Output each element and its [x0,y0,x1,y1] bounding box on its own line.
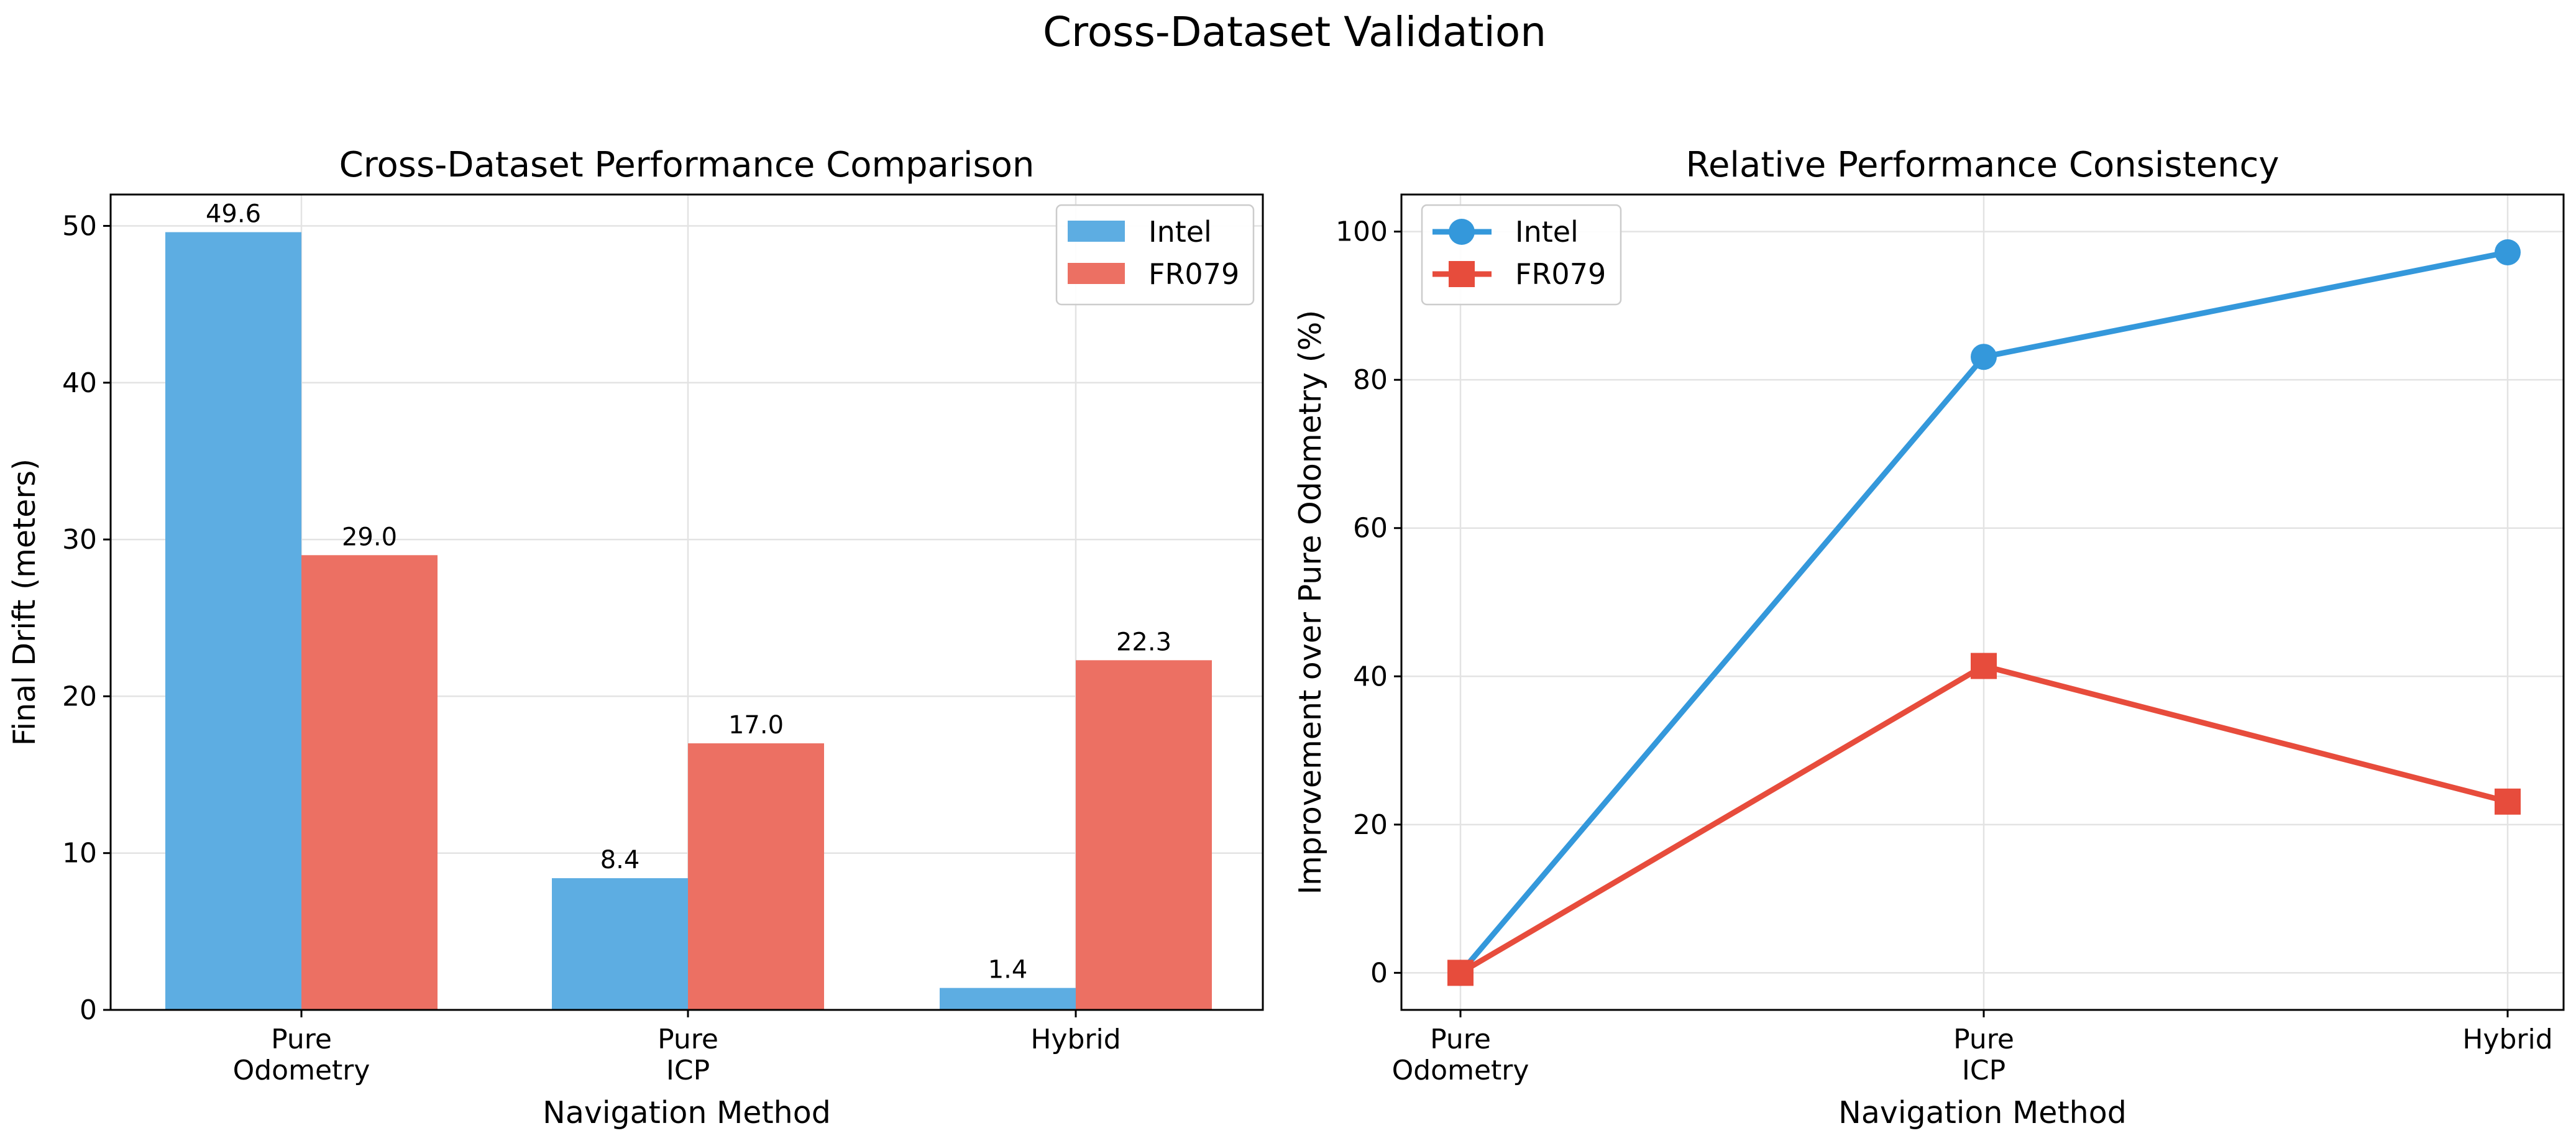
y-tick-label: 0 [80,994,97,1026]
legend-marker-fr079 [1449,261,1475,287]
axes-frame [109,193,1264,1011]
x-tick-label-line: Odometry [1392,1055,1529,1086]
bar-fr079 [1076,660,1212,1010]
bar-intel [940,988,1076,1010]
point-intel [2495,239,2521,266]
y-tick-label: 60 [1353,513,1388,544]
point-intel [1971,344,1997,370]
bar-fr079 [301,555,438,1010]
x-tick-label-line: Odometry [233,1055,370,1086]
legend-label-fr079: FR079 [1515,257,1606,291]
chart-title: Relative Performance Consistency [1686,145,2280,185]
x-tick-label-line: Pure [1430,1024,1491,1055]
y-tick-label: 10 [62,838,97,869]
x-tick-label-line: ICP [666,1055,710,1086]
point-fr079 [1447,960,1474,986]
legend-marker-intel [1449,219,1475,245]
bar-value-label: 8.4 [600,846,640,874]
legend-label-intel: Intel [1148,215,1212,249]
x-axis-label: Navigation Method [1838,1095,2127,1130]
bar-fr079 [688,743,824,1010]
chart-title: Cross-Dataset Performance Comparison [339,145,1035,185]
axes-frame [1400,193,2565,1011]
y-tick-label: 30 [62,524,97,556]
y-tick-label: 40 [62,367,97,399]
x-tick-label: Hybrid [2462,1024,2552,1055]
y-tick-label: 50 [62,210,97,242]
y-tick-label: 20 [62,681,97,712]
figure-title: Cross-Dataset Validation [1043,8,1546,56]
x-tick-label-line: Hybrid [1030,1024,1121,1055]
x-tick-label-line: Pure [271,1024,332,1055]
point-fr079 [2495,788,2521,815]
bar-value-label: 22.3 [1116,628,1171,656]
y-tick-label: 100 [1336,216,1388,248]
x-tick-label-line: ICP [1962,1055,2005,1086]
x-tick-label: Pure Odometry [233,1024,370,1086]
x-tick-label: Pure ICP [658,1024,718,1086]
bar-value-label: 29.0 [342,523,397,551]
legend-swatch-fr079 [1068,263,1125,284]
x-axis-label: Navigation Method [543,1095,831,1130]
x-tick-label: Pure Odometry [1392,1024,1529,1086]
y-axis-label: Improvement over Pure Odometry (%) [1293,310,1328,895]
bar-intel [165,232,301,1010]
legend-label-fr079: FR079 [1148,257,1239,291]
y-tick-label: 20 [1353,809,1388,841]
legend-swatch-intel [1068,221,1125,242]
y-tick-label: 0 [1370,957,1388,989]
x-tick-label-line: Hybrid [2462,1024,2552,1055]
legend: Intel FR079 [1421,204,1622,306]
x-tick-label-line: Pure [1953,1024,2014,1055]
bar-value-label: 17.0 [728,711,784,740]
y-tick-label: 40 [1353,661,1388,692]
x-tick-label: Hybrid [1030,1024,1121,1055]
y-axis-label: Final Drift (meters) [7,459,42,746]
point-fr079 [1971,653,1997,679]
y-tick-label: 80 [1353,364,1388,396]
bar-intel [552,878,688,1010]
bar-value-label: 49.6 [206,200,261,229]
bar-value-label: 1.4 [988,956,1028,984]
legend-label-intel: Intel [1515,215,1579,249]
x-tick-label-line: Pure [658,1024,718,1055]
x-tick-label: Pure ICP [1953,1024,2014,1086]
legend: Intel FR079 [1055,204,1255,306]
